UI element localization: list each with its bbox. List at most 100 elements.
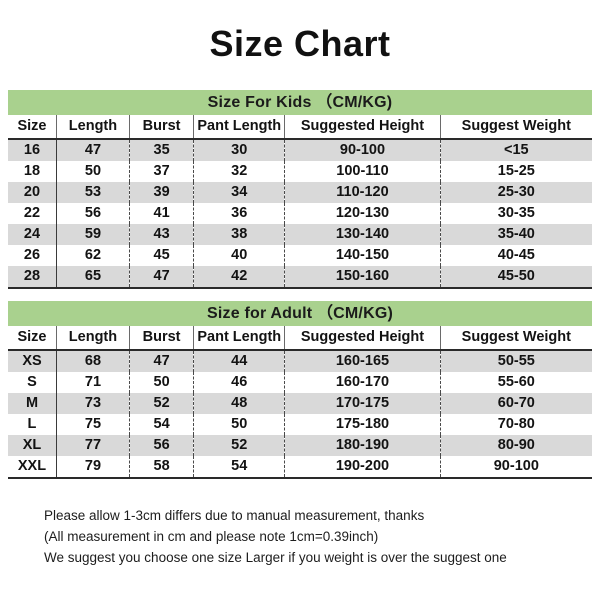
table-row: M 73 52 48 170-175 60-70 xyxy=(8,393,592,414)
cell-pant-length: 46 xyxy=(193,372,285,393)
table-row: 28 65 47 42 150-160 45-50 xyxy=(8,266,592,289)
cell-suggest-weight: 25-30 xyxy=(439,182,592,203)
adult-size-section: Size for Adult （CM/KG) Size Length Burst… xyxy=(8,301,592,479)
cell-length: 53 xyxy=(55,182,130,203)
cell-suggest-weight: 80-90 xyxy=(439,435,592,456)
column-header-suggest-weight: Suggest Weight xyxy=(439,326,592,351)
cell-pant-length: 36 xyxy=(193,203,285,224)
cell-size: M xyxy=(8,393,57,414)
cell-burst: 37 xyxy=(128,161,194,182)
cell-suggest-weight: 30-35 xyxy=(439,203,592,224)
cell-suggested-height: 170-175 xyxy=(284,393,441,414)
cell-suggest-weight: 90-100 xyxy=(439,456,592,479)
table-row: 26 62 45 40 140-150 40-45 xyxy=(8,245,592,266)
cell-burst: 58 xyxy=(128,456,194,479)
cell-length: 75 xyxy=(55,414,130,435)
cell-suggested-height: 140-150 xyxy=(284,245,441,266)
cell-suggest-weight: 55-60 xyxy=(439,372,592,393)
cell-length: 50 xyxy=(55,161,130,182)
cell-pant-length: 32 xyxy=(193,161,285,182)
column-header-suggested-height: Suggested Height xyxy=(284,115,441,140)
cell-suggest-weight: 45-50 xyxy=(439,266,592,289)
cell-suggested-height: 130-140 xyxy=(284,224,441,245)
cell-length: 62 xyxy=(55,245,130,266)
note-line-1: Please allow 1-3cm differs due to manual… xyxy=(44,508,425,523)
cell-suggested-height: 190-200 xyxy=(284,456,441,479)
cell-size: XL xyxy=(8,435,57,456)
kids-size-table: Size Length Burst Pant Length Suggested … xyxy=(8,115,592,289)
cell-length: 73 xyxy=(55,393,130,414)
column-header-size: Size xyxy=(8,115,57,140)
table-row: 16 47 35 30 90-100 <15 xyxy=(8,139,592,161)
table-row: XS 68 47 44 160-165 50-55 xyxy=(8,350,592,372)
kids-table-header: Size Length Burst Pant Length Suggested … xyxy=(8,115,592,140)
cell-pant-length: 42 xyxy=(193,266,285,289)
cell-size: XS xyxy=(8,350,57,372)
cell-suggested-height: 160-165 xyxy=(284,350,441,372)
kids-band-title: Size For Kids （CM/KG) xyxy=(8,90,592,115)
cell-size: S xyxy=(8,372,57,393)
table-row: XXL 79 58 54 190-200 90-100 xyxy=(8,456,592,479)
cell-suggest-weight: 70-80 xyxy=(439,414,592,435)
column-header-burst: Burst xyxy=(128,326,194,351)
cell-burst: 54 xyxy=(128,414,194,435)
cell-pant-length: 30 xyxy=(193,139,285,161)
cell-size: 28 xyxy=(8,266,57,289)
measurement-notes: Please allow 1-3cm differs due to manual… xyxy=(0,505,600,568)
adult-table-body: XS 68 47 44 160-165 50-55 S 71 50 46 160… xyxy=(8,350,592,479)
cell-pant-length: 48 xyxy=(193,393,285,414)
column-header-suggested-height: Suggested Height xyxy=(284,326,441,351)
adult-size-table: Size Length Burst Pant Length Suggested … xyxy=(8,326,592,479)
cell-length: 79 xyxy=(55,456,130,479)
cell-size: 26 xyxy=(8,245,57,266)
cell-suggested-height: 100-110 xyxy=(284,161,441,182)
note-line-2: (All measurement in cm and please note 1… xyxy=(44,529,379,544)
cell-pant-length: 40 xyxy=(193,245,285,266)
cell-pant-length: 52 xyxy=(193,435,285,456)
cell-burst: 47 xyxy=(128,266,194,289)
column-header-pant-length: Pant Length xyxy=(193,326,285,351)
cell-length: 59 xyxy=(55,224,130,245)
table-row: 20 53 39 34 110-120 25-30 xyxy=(8,182,592,203)
cell-burst: 52 xyxy=(128,393,194,414)
table-row: XL 77 56 52 180-190 80-90 xyxy=(8,435,592,456)
cell-suggest-weight: 50-55 xyxy=(439,350,592,372)
column-header-burst: Burst xyxy=(128,115,194,140)
cell-pant-length: 34 xyxy=(193,182,285,203)
cell-length: 47 xyxy=(55,139,130,161)
table-row: 24 59 43 38 130-140 35-40 xyxy=(8,224,592,245)
cell-size: 24 xyxy=(8,224,57,245)
cell-size: 16 xyxy=(8,139,57,161)
table-row: 22 56 41 36 120-130 30-35 xyxy=(8,203,592,224)
cell-burst: 39 xyxy=(128,182,194,203)
cell-burst: 41 xyxy=(128,203,194,224)
cell-length: 56 xyxy=(55,203,130,224)
cell-pant-length: 54 xyxy=(193,456,285,479)
note-line-3: We suggest you choose one size Larger if… xyxy=(44,550,507,565)
cell-burst: 45 xyxy=(128,245,194,266)
table-row: 18 50 37 32 100-110 15-25 xyxy=(8,161,592,182)
table-header-row: Size Length Burst Pant Length Suggested … xyxy=(8,115,592,140)
cell-burst: 50 xyxy=(128,372,194,393)
cell-suggest-weight: 35-40 xyxy=(439,224,592,245)
cell-length: 68 xyxy=(55,350,130,372)
cell-size: L xyxy=(8,414,57,435)
cell-burst: 56 xyxy=(128,435,194,456)
cell-suggest-weight: <15 xyxy=(439,139,592,161)
cell-size: 18 xyxy=(8,161,57,182)
cell-pant-length: 44 xyxy=(193,350,285,372)
cell-burst: 35 xyxy=(128,139,194,161)
cell-suggest-weight: 60-70 xyxy=(439,393,592,414)
cell-suggest-weight: 15-25 xyxy=(439,161,592,182)
cell-suggested-height: 180-190 xyxy=(284,435,441,456)
cell-size: 22 xyxy=(8,203,57,224)
page-title: Size Chart xyxy=(209,23,391,64)
adult-table-header: Size Length Burst Pant Length Suggested … xyxy=(8,326,592,351)
column-header-pant-length: Pant Length xyxy=(193,115,285,140)
column-header-suggest-weight: Suggest Weight xyxy=(439,115,592,140)
cell-suggested-height: 160-170 xyxy=(284,372,441,393)
cell-suggested-height: 150-160 xyxy=(284,266,441,289)
table-row: L 75 54 50 175-180 70-80 xyxy=(8,414,592,435)
cell-length: 65 xyxy=(55,266,130,289)
